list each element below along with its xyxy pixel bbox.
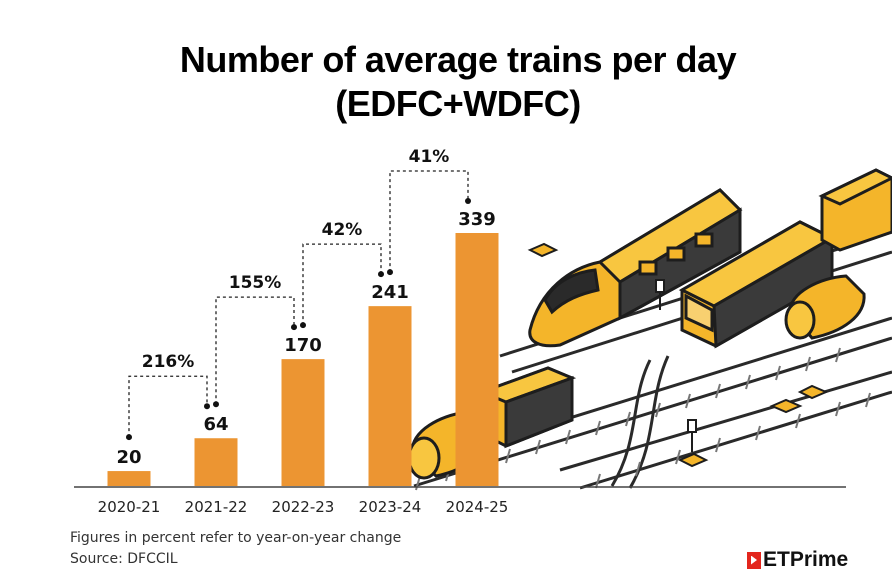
yoy-dot-start xyxy=(300,322,306,329)
bars-layer: 20 2020-21 64 2021-22 170 2022-23 241 2023-24 33… xyxy=(98,209,509,516)
yoy-connectors-layer: 216% 155% 42% 41% xyxy=(126,147,471,441)
bar-2021-22 xyxy=(194,438,238,486)
chart-title-line-2: (EDFC+WDFC) xyxy=(335,83,581,124)
footnote: Figures in percent refer to year-on-year… xyxy=(70,530,402,546)
x-tick-label: 2023-24 xyxy=(359,498,422,516)
chart-title: Number of average trains per day (EDFC+W… xyxy=(0,38,892,126)
yoy-dot-end xyxy=(465,198,471,204)
bar-2023-24 xyxy=(368,306,412,486)
bar-value-label: 241 xyxy=(371,282,409,303)
etprime-logo: ETPrime xyxy=(747,548,848,572)
yoy-change-label: 42% xyxy=(322,220,363,240)
bar-2020-21 xyxy=(107,471,151,486)
tanker-right xyxy=(784,274,866,340)
logo-text: ETPrime xyxy=(763,548,849,571)
passenger-train xyxy=(678,220,836,349)
bar-2022-23 xyxy=(281,359,325,486)
train-illustration xyxy=(401,168,892,491)
bar-value-label: 339 xyxy=(458,209,496,230)
x-tick-label: 2024-25 xyxy=(446,498,509,516)
freight-wagon-top xyxy=(818,168,892,252)
yoy-dot-end xyxy=(378,271,384,278)
yoy-connector xyxy=(128,375,208,438)
yoy-dot-end xyxy=(291,324,297,331)
yoy-dot-end xyxy=(204,403,210,410)
yoy-change-label: 155% xyxy=(229,273,282,293)
x-tick-label: 2020-21 xyxy=(98,498,161,516)
x-tick-label: 2021-22 xyxy=(185,498,248,516)
scattered-blocks xyxy=(527,242,829,468)
bar-value-label: 170 xyxy=(284,335,322,356)
play-logo-icon xyxy=(747,551,761,569)
yoy-connector xyxy=(389,170,469,273)
bullet-train xyxy=(528,188,743,348)
yoy-change-label: 216% xyxy=(142,352,195,372)
yoy-connector xyxy=(215,296,295,405)
chart-title-line-1: Number of average trains per day xyxy=(179,39,737,80)
source-note: Source: DFCCIL xyxy=(70,551,178,567)
yoy-dot-start xyxy=(213,401,219,408)
yoy-dot-start xyxy=(126,434,132,441)
yoy-change-label: 41% xyxy=(409,147,450,167)
bar-2024-25 xyxy=(455,233,499,486)
box-wagon xyxy=(477,366,577,449)
bar-value-label: 20 xyxy=(116,447,141,468)
yoy-dot-start xyxy=(387,269,393,276)
signal-posts xyxy=(655,279,697,452)
bar-value-label: 64 xyxy=(203,414,228,435)
x-tick-label: 2022-23 xyxy=(272,498,335,516)
